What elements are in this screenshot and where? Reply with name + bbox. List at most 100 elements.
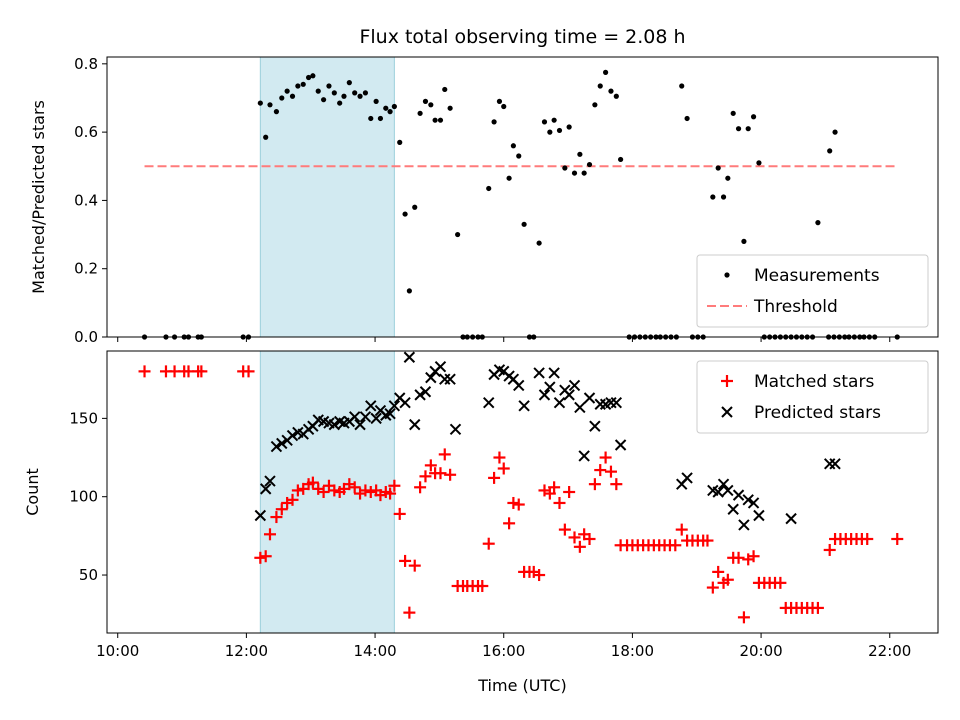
data-point — [720, 194, 727, 200]
data-point — [516, 153, 522, 159]
data-point — [486, 185, 492, 192]
legend-box — [696, 360, 929, 434]
data-point — [503, 517, 516, 530]
data-point — [533, 569, 546, 582]
data-point — [310, 73, 316, 79]
data-point — [583, 533, 596, 545]
data-point — [562, 165, 568, 171]
data-point — [722, 484, 734, 497]
data-point — [384, 407, 396, 420]
data-point — [756, 160, 762, 166]
x-tick-label: 12:00 — [225, 642, 268, 660]
data-point — [829, 458, 841, 470]
data-point — [501, 103, 507, 110]
data-point — [710, 194, 716, 200]
data-point — [257, 100, 263, 106]
data-point — [730, 110, 736, 116]
data-point — [368, 115, 374, 122]
data-point — [577, 151, 583, 157]
data-point — [138, 365, 151, 378]
data-point — [424, 459, 437, 472]
data-point — [286, 493, 299, 506]
data-point — [447, 105, 453, 111]
data-point — [403, 351, 416, 363]
data-point — [263, 528, 276, 541]
data-point — [399, 396, 411, 409]
data-point — [483, 396, 495, 409]
data-point — [753, 509, 765, 522]
data-point — [701, 534, 714, 547]
legend-box — [696, 254, 929, 328]
data-point — [408, 559, 421, 572]
data-point — [242, 365, 255, 378]
data-point — [488, 471, 501, 484]
data-point — [583, 392, 596, 404]
data-point — [403, 606, 416, 619]
data-point — [270, 440, 283, 453]
data-point — [589, 420, 601, 432]
series-matched-stars — [138, 365, 904, 624]
data-point — [712, 565, 725, 578]
data-point — [259, 550, 272, 563]
x-axis-label: Time (UTC) — [477, 676, 566, 695]
data-point — [581, 170, 587, 176]
data-point — [331, 90, 337, 96]
data-point — [399, 554, 412, 567]
data-point — [276, 437, 288, 450]
y-tick-label: 50 — [79, 566, 98, 584]
data-point — [891, 533, 904, 545]
data-point — [721, 573, 734, 586]
data-point — [270, 511, 283, 524]
data-point — [476, 580, 489, 592]
data-point — [328, 418, 341, 431]
data-point — [402, 211, 408, 217]
plot-frame — [106, 56, 939, 338]
chart-title: Flux total observing time = 2.08 h — [359, 26, 685, 48]
data-point — [434, 467, 447, 480]
data-point — [263, 134, 269, 140]
data-point — [533, 367, 545, 379]
data-point — [354, 418, 366, 431]
data-point — [566, 124, 572, 130]
bottom-panel: 50 100 150 10:00 12:00 14:00 16:00 18:00 20:00 22… — [23, 350, 939, 695]
data-point — [455, 231, 461, 238]
data-point — [377, 115, 384, 122]
data-point — [861, 533, 874, 545]
data-point — [348, 481, 361, 494]
data-point — [553, 496, 566, 509]
data-point — [391, 103, 397, 110]
data-point — [608, 88, 614, 94]
data-point — [393, 507, 406, 520]
data-point — [387, 109, 393, 115]
data-point — [275, 503, 288, 516]
data-point — [588, 478, 601, 491]
data-point — [512, 498, 525, 511]
data-point — [286, 429, 299, 442]
data-point — [320, 97, 327, 103]
data-point — [507, 496, 520, 509]
data-point — [406, 288, 412, 294]
data-point — [823, 458, 836, 470]
data-point — [543, 487, 556, 500]
data-point — [444, 468, 457, 481]
top-panel: 0.0 0.2 0.4 0.6 0.8 Matched/Predicted stars Fl… — [29, 26, 939, 346]
data-point — [586, 161, 593, 168]
data-point — [437, 117, 444, 123]
legend: Measurements Threshold — [696, 254, 929, 328]
data-point — [741, 238, 747, 244]
data-point — [815, 220, 821, 226]
data-point — [419, 470, 432, 483]
data-point — [747, 550, 760, 563]
data-point — [364, 486, 377, 498]
data-point — [548, 367, 560, 379]
data-point — [610, 478, 623, 491]
y-tick-label: 0.8 — [74, 55, 98, 73]
data-point — [359, 411, 372, 423]
data-point — [300, 81, 306, 87]
data-point — [438, 448, 451, 461]
y-tick-label: 0.0 — [74, 328, 98, 346]
data-point — [568, 379, 581, 392]
data-point — [610, 396, 623, 409]
data-point — [362, 90, 369, 96]
